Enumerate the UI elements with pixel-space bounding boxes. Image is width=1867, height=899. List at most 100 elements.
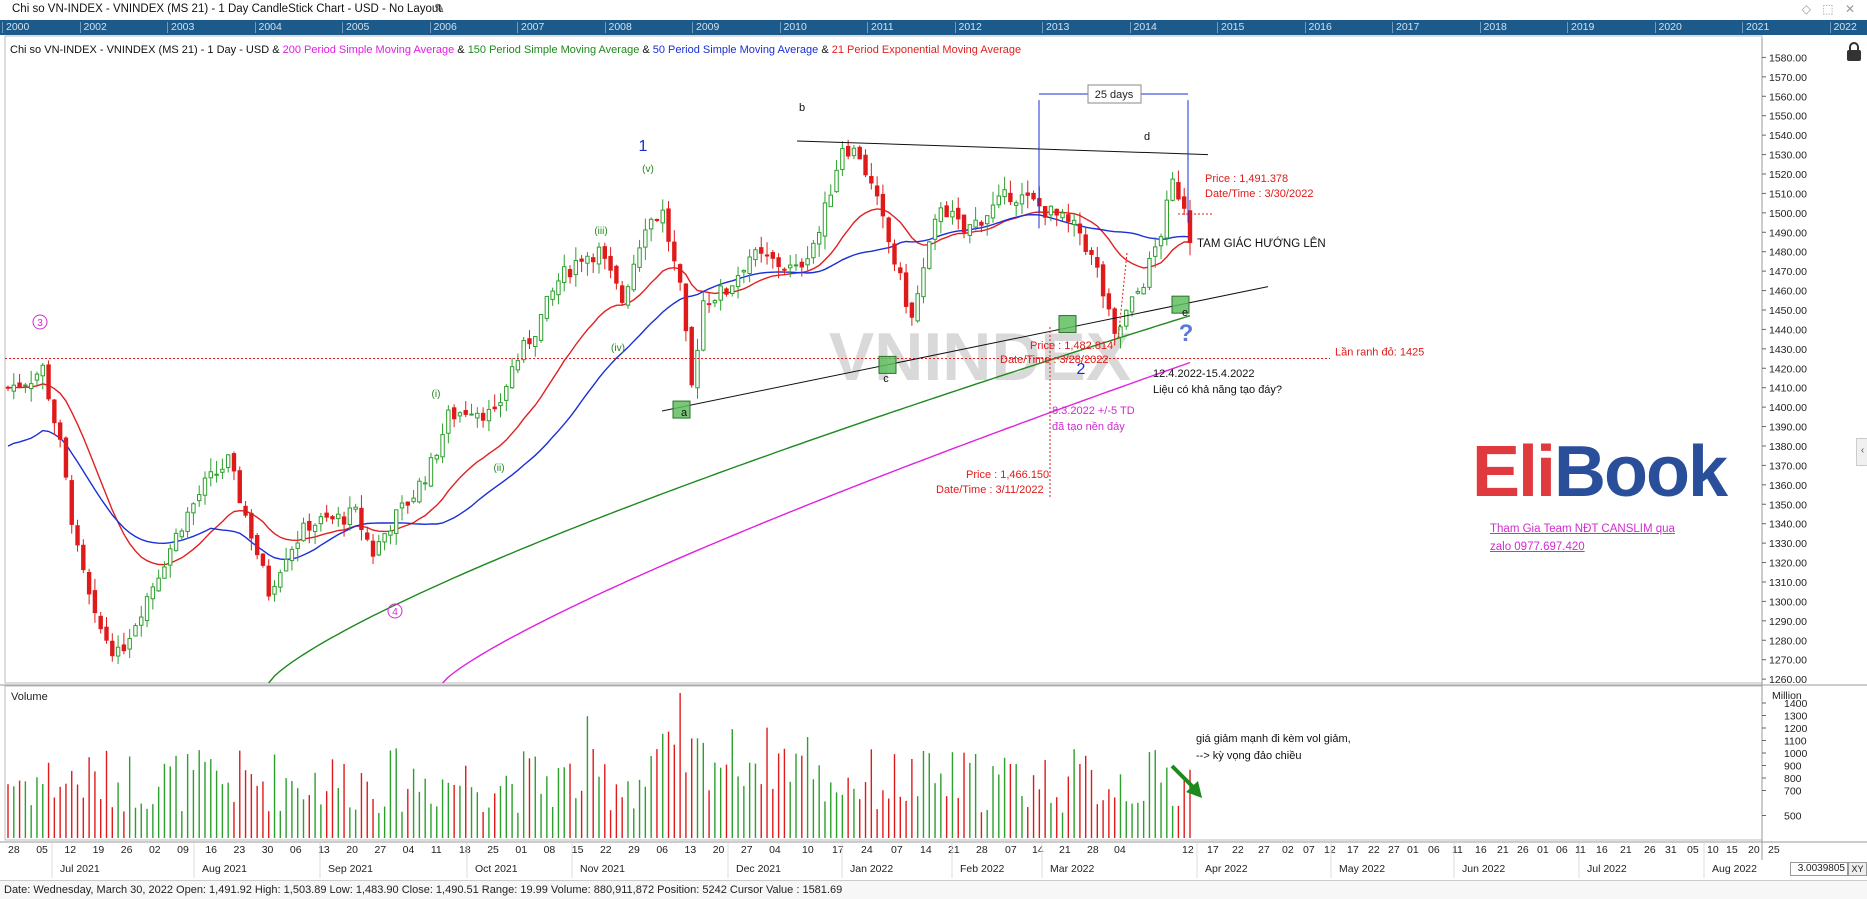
navigator-year[interactable]: 2004 (258, 21, 282, 33)
candle-body (1019, 194, 1025, 205)
xy-toggle[interactable]: XY (1848, 862, 1867, 876)
candle-body (886, 217, 891, 243)
navigator-year[interactable]: 2019 (1571, 21, 1595, 33)
date-tick-label: 15 (572, 844, 584, 856)
navigator-year[interactable]: 2017 (1396, 21, 1420, 33)
candle-body (272, 585, 277, 595)
price-tick-label: 1270.00 (1769, 655, 1807, 667)
candle-body (324, 512, 329, 518)
brand-tagline[interactable]: Tham Gia Team NĐT CANSLIM qua zalo 0977.… (1490, 523, 1675, 553)
navigator-year[interactable]: 2003 (171, 21, 195, 33)
date-tick-label: 26 (121, 844, 133, 856)
candle-body (1124, 309, 1129, 327)
candle-body (915, 293, 920, 322)
pivot-box (1058, 315, 1077, 334)
navigator-year[interactable]: 2006 (433, 21, 457, 33)
candle-body (463, 409, 468, 415)
lock-icon[interactable] (1843, 41, 1865, 63)
date-tick-label: 06 (656, 844, 668, 856)
candle-body (1182, 196, 1187, 209)
candle-body (648, 218, 654, 230)
date-tick-label: 04 (403, 844, 415, 856)
candle-body (40, 364, 45, 377)
navigator-year[interactable]: 2020 (1658, 21, 1682, 33)
candle-body (312, 524, 318, 532)
candle-body (898, 267, 903, 274)
candle-body (1060, 212, 1065, 219)
navigator-year[interactable]: 2010 (783, 21, 807, 33)
date-tick-label: 15 (1726, 844, 1738, 856)
candle-body (996, 195, 1001, 206)
navigator-year[interactable]: 2007 (521, 21, 545, 33)
date-tick-label: 02 (149, 844, 161, 856)
wave-label: d (1144, 131, 1150, 143)
price-tick-label: 1400.00 (1769, 402, 1807, 414)
navigator-year[interactable]: 2013 (1046, 21, 1070, 33)
navigator-year[interactable]: 2005 (346, 21, 370, 33)
date-tick-label: 12 (1182, 844, 1194, 856)
month-tick-label: Jul 2022 (1587, 863, 1627, 875)
price-tick-label: 1460.00 (1769, 286, 1807, 298)
navigator-year[interactable]: 2014 (1133, 21, 1157, 33)
date-tick-label: 04 (769, 844, 781, 856)
navigator-year[interactable]: 2011 (871, 21, 894, 33)
down-arrow-shaft (1170, 764, 1197, 791)
candle-body (840, 148, 845, 170)
date-tick-label: 26 (1644, 844, 1656, 856)
candle-body (341, 516, 347, 525)
history-navigator[interactable]: 2000 2002 2003 2004 2005 2006 2007 2008 2009 2010… (0, 20, 1867, 35)
navigator-year[interactable]: 2002 (83, 21, 107, 33)
navigator-year[interactable]: 2008 (608, 21, 632, 33)
month-tick-label: Sep 2021 (328, 863, 373, 875)
candle-body (1112, 308, 1117, 334)
wave-label: 2 (1077, 361, 1086, 378)
navigator-year[interactable]: 2022 (1833, 21, 1857, 33)
navigator-year[interactable]: 2009 (696, 21, 720, 33)
navigator-divider (429, 22, 431, 33)
navigator-year[interactable]: 2012 (958, 21, 982, 33)
candle-body (139, 616, 144, 626)
candle-body (208, 471, 213, 479)
candle-body (660, 209, 665, 224)
candle-body (1013, 202, 1019, 206)
candle-body (1147, 257, 1152, 288)
candle-body (307, 520, 312, 531)
wave-label: (iv) (611, 343, 625, 354)
navigator-year[interactable]: 2000 (6, 21, 30, 33)
window-controls-icon[interactable]: ◇ ⬚ ✕ (1801, 2, 1859, 16)
price-tick-label: 1390.00 (1769, 422, 1807, 434)
volume-tick-label: 1000 (1784, 748, 1808, 760)
date-tick-label: 27 (1388, 844, 1400, 856)
date-tick-label: 16 (1596, 844, 1608, 856)
candle-body (295, 542, 300, 549)
candle-body (220, 468, 225, 473)
price-tick-label: 1410.00 (1769, 383, 1807, 395)
navigator-year[interactable]: 2018 (1483, 21, 1507, 33)
candle-body (602, 246, 607, 259)
date-tick-label: 25 (487, 844, 499, 856)
date-tick-label: 21 (1620, 844, 1632, 856)
candle-body (909, 302, 915, 318)
candle-body (5, 386, 11, 389)
candle-body (863, 154, 868, 176)
candle-body (353, 506, 358, 510)
candle-body (857, 146, 862, 160)
candle-body (104, 626, 109, 641)
navigator-divider (1304, 22, 1306, 33)
navigator-year[interactable]: 2021 (1746, 21, 1770, 33)
navigator-year[interactable]: 2015 (1221, 21, 1245, 33)
navigator-year[interactable]: 2016 (1308, 21, 1332, 33)
candle-body (1187, 210, 1193, 244)
collapse-arrow-icon[interactable]: ‹ (1856, 438, 1867, 466)
candle-body (735, 275, 741, 288)
candle-body (504, 385, 509, 401)
navigator-divider (1129, 22, 1131, 33)
month-tick-label: Jun 2022 (1462, 863, 1505, 875)
edit-pencil-icon[interactable]: ✎ (434, 1, 445, 16)
month-tick-label: May 2022 (1339, 863, 1385, 875)
zoom-value[interactable]: 3.0039805 (1790, 862, 1848, 876)
price-tick-label: 1510.00 (1769, 188, 1807, 200)
date-tick-label: 27 (374, 844, 386, 856)
candle-body (608, 255, 613, 271)
